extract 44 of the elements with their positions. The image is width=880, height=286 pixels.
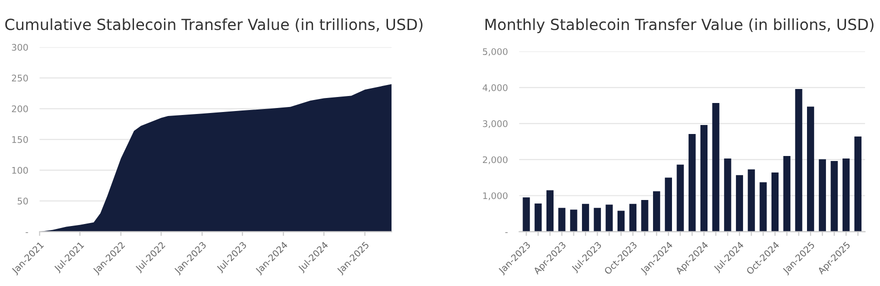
y-tick-label: 50	[18, 198, 28, 204]
bar	[795, 88, 802, 232]
bar	[712, 103, 720, 232]
y-tick-label: 300	[12, 44, 28, 51]
bar	[830, 161, 838, 232]
bar	[676, 164, 684, 232]
y-tick-label: 250	[12, 74, 28, 82]
y-tick-label: 200	[12, 105, 28, 112]
bar	[842, 158, 850, 232]
bar	[760, 182, 767, 232]
bar	[618, 210, 625, 232]
bar	[546, 190, 554, 232]
y-tick-label: 150	[12, 136, 28, 143]
bar	[570, 210, 578, 232]
bar	[594, 208, 601, 232]
y-tick-label: -	[505, 232, 508, 233]
bar	[700, 124, 708, 232]
y-tick-label: 100	[12, 166, 28, 174]
y-tick-label: 4,000	[482, 84, 508, 92]
bar	[724, 158, 732, 232]
chart-title: Cumulative Stablecoin Transfer Value (in trillions, USD)	[5, 18, 422, 32]
bar	[807, 106, 814, 232]
y-tick-label: -	[26, 232, 28, 233]
bar	[582, 204, 590, 232]
bar	[558, 208, 566, 232]
bar	[854, 136, 862, 232]
y-tick-label: 3,000	[482, 120, 508, 128]
bar	[783, 156, 790, 232]
bar	[736, 175, 744, 232]
bar	[522, 197, 530, 232]
bar	[748, 169, 755, 232]
bar	[688, 134, 696, 232]
bar	[629, 204, 636, 232]
bar	[606, 204, 613, 232]
y-tick-label: 2,000	[482, 156, 508, 164]
bar	[664, 178, 672, 232]
y-tick-label: 5,000	[482, 48, 508, 56]
bar	[653, 191, 660, 232]
bar	[641, 200, 648, 232]
bar	[818, 159, 826, 232]
bar	[771, 172, 779, 232]
y-tick-label: 1,000	[483, 192, 508, 200]
bar	[534, 204, 542, 232]
chart-title: Monthly Stablecoin Transfer Value (in billions, USD)	[486, 18, 874, 34]
